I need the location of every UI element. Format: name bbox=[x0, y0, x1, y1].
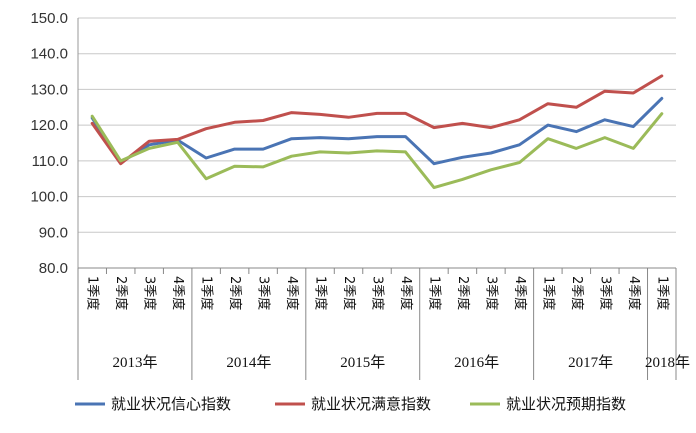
x-tick-label: 1季度 bbox=[199, 276, 215, 310]
x-tick-label: 4季度 bbox=[170, 276, 186, 310]
x-tick-label: 4季度 bbox=[398, 276, 414, 310]
y-tick-label: 130.0 bbox=[30, 81, 68, 98]
x-tick-label: 2季度 bbox=[341, 276, 357, 310]
x-tick-label: 1季度 bbox=[313, 276, 329, 310]
x-tick-label: 1季度 bbox=[540, 276, 556, 310]
legend-label: 就业状况满意指数 bbox=[311, 395, 431, 413]
x-axis: 1季度 2季度 3季度 4季度 1季度 2季度 3季度 4季度 1季度 2季度 3季度 4季度 1季度 2… bbox=[77, 267, 690, 380]
x-tick-label: 4季度 bbox=[626, 276, 642, 310]
y-tick-label: 100.0 bbox=[30, 189, 68, 206]
year-label: 2018年 bbox=[645, 354, 690, 371]
series-line-2 bbox=[90, 74, 664, 166]
series-line-1 bbox=[90, 96, 664, 166]
x-tick-label: 1季度 bbox=[654, 276, 670, 310]
gridlines bbox=[78, 17, 676, 269]
year-label: 2017年 bbox=[568, 354, 613, 371]
year-label: 2015年 bbox=[340, 354, 385, 371]
x-tick-label: 2季度 bbox=[455, 276, 471, 310]
legend-label: 就业状况预期指数 bbox=[506, 395, 626, 413]
x-tick-label: 2季度 bbox=[113, 276, 129, 310]
y-tick-label: 120.0 bbox=[30, 117, 68, 134]
x-tick-label: 1季度 bbox=[426, 276, 442, 310]
y-tick-label: 80.0 bbox=[39, 260, 68, 277]
x-tick-label: 3季度 bbox=[142, 276, 158, 310]
legend: 就业状况信心指数 就业状况满意指数 就业状况预期指数 bbox=[75, 395, 626, 413]
year-label: 2013年 bbox=[112, 354, 157, 371]
series-lines bbox=[90, 74, 664, 190]
x-tick-label: 3季度 bbox=[483, 276, 499, 310]
y-axis: 80.0 90.0 100.0 110.0 120.0 130.0 140.0 150.0 bbox=[30, 10, 79, 277]
year-label: 2016年 bbox=[454, 354, 499, 371]
x-tick-label: 3季度 bbox=[256, 276, 272, 310]
x-tick-label: 2季度 bbox=[227, 276, 243, 310]
x-tick-label: 1季度 bbox=[85, 276, 101, 310]
x-tick-label: 4季度 bbox=[284, 276, 300, 310]
legend-label: 就业状况信心指数 bbox=[111, 395, 231, 413]
y-tick-label: 110.0 bbox=[32, 153, 68, 170]
x-tick-label: 3季度 bbox=[370, 276, 386, 310]
series-line-3 bbox=[90, 112, 664, 190]
y-tick-label: 140.0 bbox=[30, 46, 68, 63]
y-tick-label: 150.0 bbox=[30, 10, 68, 27]
x-tick-label: 2季度 bbox=[569, 276, 585, 310]
year-label: 2014年 bbox=[226, 354, 271, 371]
x-tick-label: 4季度 bbox=[512, 276, 528, 310]
y-tick-label: 90.0 bbox=[39, 224, 68, 241]
x-tick-label: 3季度 bbox=[597, 276, 613, 310]
